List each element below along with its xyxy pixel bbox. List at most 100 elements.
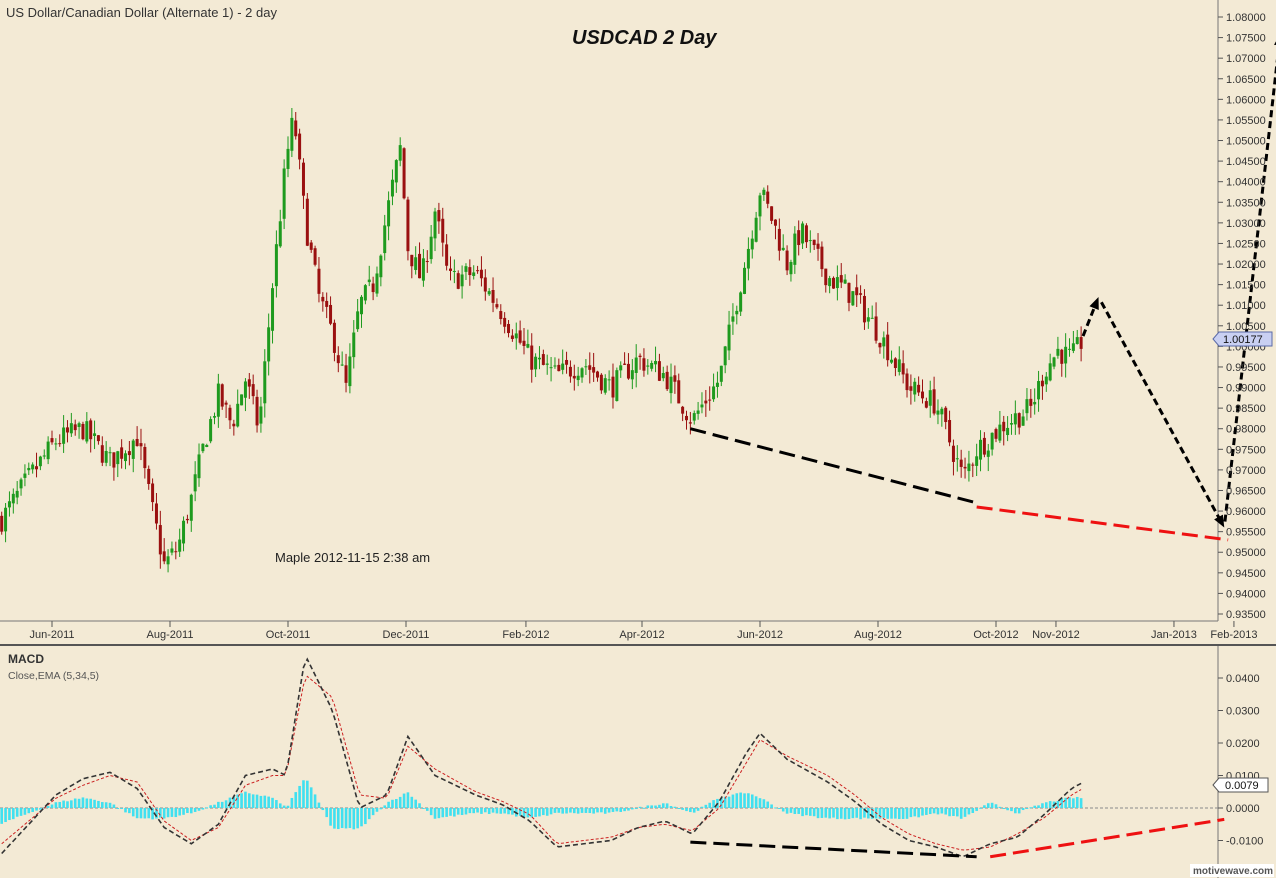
candle-up: [514, 333, 518, 339]
macd-histogram-bar: [503, 808, 506, 814]
macd-histogram-bar: [271, 797, 274, 808]
price-tick-label: 1.07500: [1226, 33, 1266, 45]
candle-down: [951, 445, 955, 462]
macd-histogram-bar: [50, 804, 54, 808]
price-tick-label: 1.04000: [1226, 177, 1266, 189]
candle-up: [42, 455, 46, 457]
candle-up: [731, 316, 735, 322]
price-tick-label: 1.00500: [1226, 321, 1266, 333]
macd-histogram-bar: [85, 798, 89, 808]
macd-histogram-bar: [766, 801, 770, 808]
macd-histogram-bar: [805, 808, 808, 816]
macd-histogram-bar: [120, 808, 123, 809]
price-tick-label: 0.94500: [1226, 568, 1266, 580]
candle-up: [387, 200, 391, 227]
macd-histogram-bar: [329, 808, 332, 826]
candle-up: [1048, 363, 1052, 381]
macd-histogram-bar: [174, 808, 178, 818]
candle-down: [824, 268, 828, 286]
candle-up: [27, 467, 31, 471]
macd-histogram-bar: [356, 808, 359, 829]
macd-histogram-bar: [93, 799, 96, 808]
current-macd-label: 0.0079: [1225, 780, 1259, 792]
candle-down: [673, 375, 677, 382]
macd-histogram-bar: [131, 808, 135, 817]
macd-histogram-bar: [143, 808, 147, 819]
macd-divergence-line-red: [989, 817, 1225, 859]
candle-up: [236, 403, 240, 427]
candle-up: [259, 406, 263, 424]
candle-down: [816, 243, 820, 249]
candle-up: [789, 261, 793, 275]
macd-histogram-bar: [166, 808, 170, 818]
candle-down: [565, 359, 569, 365]
macd-histogram-bar: [735, 793, 739, 808]
candle-down: [317, 268, 321, 294]
symbol-title: US Dollar/Canadian Dollar (Alternate 1) …: [6, 5, 277, 20]
macd-histogram-bar: [491, 808, 495, 813]
candle-down: [309, 242, 313, 250]
macd-histogram-bar: [661, 803, 665, 808]
candle-up: [1052, 357, 1056, 367]
candle-down: [909, 386, 913, 391]
candle-down: [847, 282, 851, 303]
candle-down: [301, 162, 305, 196]
candle-down: [325, 300, 329, 307]
candle-down: [948, 420, 952, 443]
macd-histogram-bar: [925, 808, 928, 815]
candle-up: [1075, 337, 1079, 345]
time-axis-area: [0, 621, 1276, 645]
macd-histogram-bar: [650, 805, 653, 808]
macd-histogram-bar: [720, 797, 723, 808]
macd-histogram-bar: [278, 803, 282, 808]
macd-histogram-bar: [375, 808, 379, 812]
macd-histogram-bar: [286, 805, 290, 808]
macd-histogram-bar: [406, 792, 410, 808]
candle-down: [522, 340, 526, 346]
macd-histogram-bar: [611, 808, 615, 812]
candle-down: [143, 446, 147, 469]
candle-up: [808, 240, 812, 242]
macd-histogram-bar: [863, 808, 866, 818]
macd-histogram-bar: [607, 808, 611, 813]
candle-up: [38, 456, 42, 467]
macd-histogram-bar: [259, 795, 263, 808]
macd-histogram-bar: [487, 808, 491, 814]
macd-histogram-bar: [472, 808, 476, 814]
candle-up: [630, 370, 634, 380]
candle-down: [154, 503, 158, 524]
macd-histogram-bar: [433, 808, 437, 819]
macd-histogram-bar: [255, 794, 259, 808]
candle-down: [510, 335, 514, 339]
candle-up: [1071, 343, 1075, 351]
macd-histogram-bar: [801, 808, 804, 817]
candle-up: [31, 464, 35, 470]
candle-up: [360, 296, 364, 315]
macd-histogram-bar: [112, 804, 116, 808]
macd-histogram-bar: [770, 804, 773, 808]
macd-histogram-bar: [673, 806, 677, 808]
current-macd-badge: [1212, 777, 1269, 793]
candle-down: [479, 269, 483, 279]
time-tick-label: Nov-2012: [1032, 629, 1080, 641]
macd-histogram-bar: [15, 808, 19, 817]
macd-histogram-bar: [839, 808, 843, 819]
candle-up: [348, 356, 352, 387]
candle-down: [688, 422, 692, 424]
candle-down: [820, 246, 824, 270]
macd-histogram-bar: [12, 808, 15, 820]
candle-up: [290, 117, 294, 151]
price-tick-label: 1.04500: [1226, 156, 1266, 168]
candle-up: [11, 493, 15, 504]
candle-up: [4, 507, 8, 532]
candle-up: [193, 474, 197, 492]
candle-up: [390, 179, 394, 197]
watermark-box: [1190, 864, 1274, 877]
candle-down: [371, 283, 375, 293]
candle-down: [839, 275, 843, 283]
price-tick-label: 1.05500: [1226, 115, 1266, 127]
candle-up: [367, 279, 371, 283]
candle-down: [626, 363, 630, 379]
candle-up: [1021, 416, 1025, 426]
